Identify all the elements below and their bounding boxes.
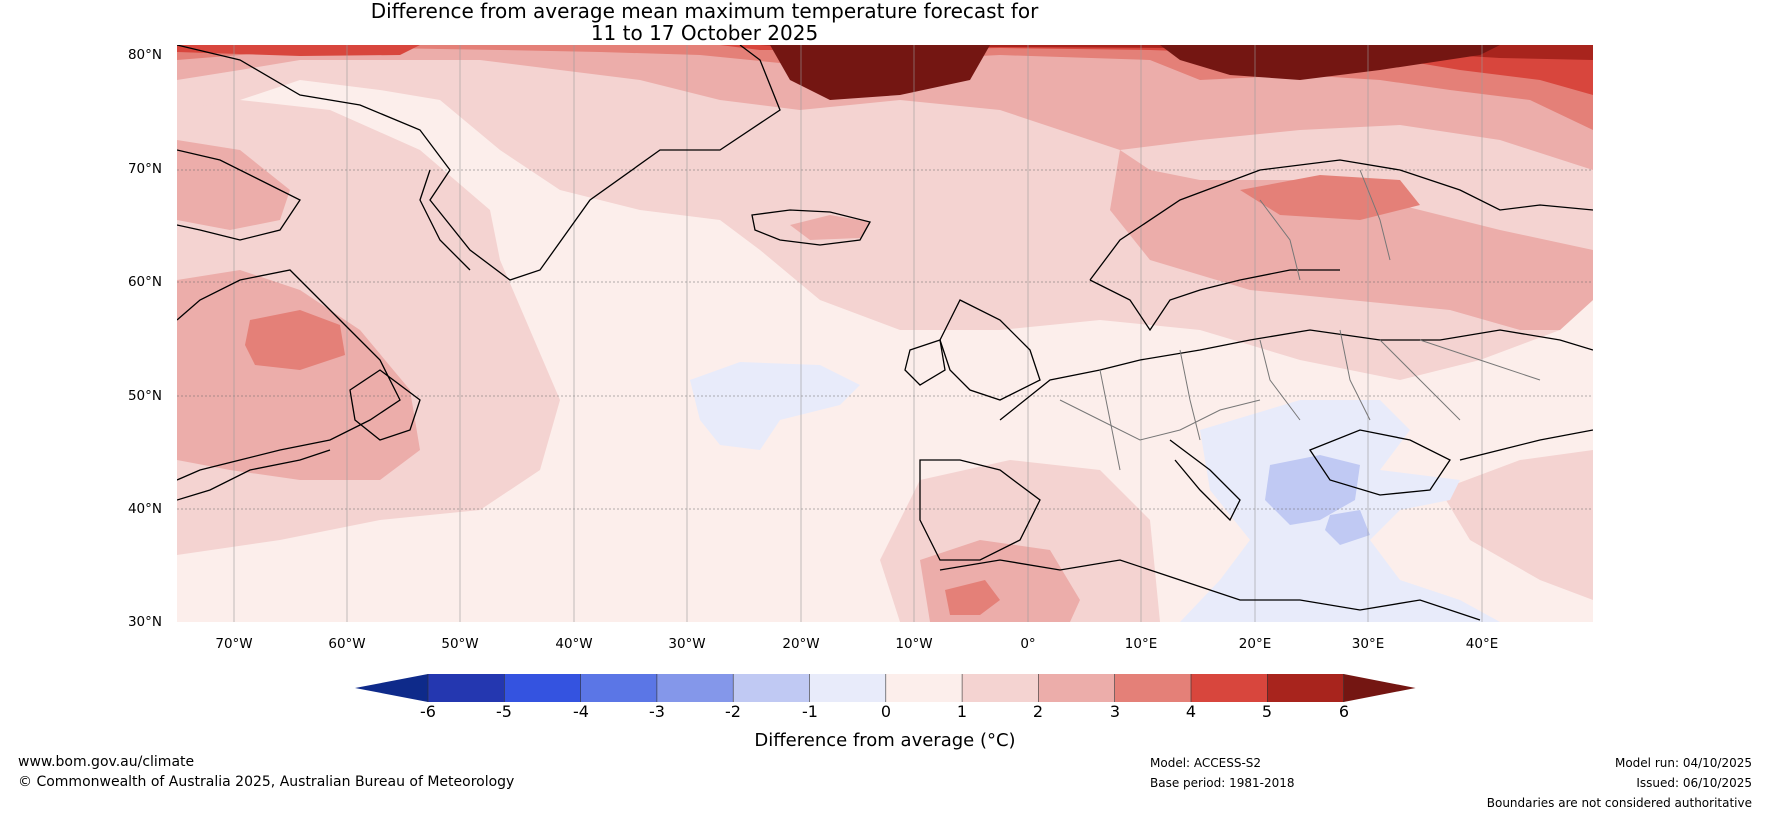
- colorbar-label-minus-4: -4: [573, 702, 589, 721]
- coast-mediterranean-south: [939, 559, 1481, 621]
- coast-greenland-west: [419, 169, 471, 271]
- colorbar-label-5: 5: [1261, 702, 1273, 721]
- coast-iberia: [919, 459, 1041, 561]
- colorbar-label-3: 3: [1109, 702, 1121, 721]
- anomaly-band-3-4-africa: [945, 580, 1000, 615]
- coast-north-america-south: [177, 449, 331, 501]
- coast-british-isles: [939, 299, 1041, 401]
- coast-east: [1459, 429, 1593, 461]
- lat-label-40n: 40°N: [127, 501, 162, 517]
- colorbar-extend-low: [355, 674, 428, 702]
- footer-issued: Issued: 06/10/2025: [1636, 776, 1752, 790]
- map-title-line-2: 11 to 17 October 2025: [590, 21, 819, 45]
- lat-label-60n: 60°N: [127, 274, 162, 290]
- anomaly-band-2-3-iceland: [790, 215, 870, 240]
- coast-iceland: [751, 209, 871, 246]
- colorbar-segment: [504, 674, 582, 702]
- lon-label-20w: 20°W: [782, 636, 820, 652]
- colorbar-label-minus-6: -6: [420, 702, 436, 721]
- footer-copyright: © Commonwealth of Australia 2025, Austra…: [18, 774, 515, 790]
- lon-label-20e: 20°E: [1238, 636, 1272, 652]
- anomaly-band-minus-1-minus-2: [1265, 455, 1370, 545]
- lat-label-50n: 50°N: [127, 388, 162, 404]
- colorbar-label-4: 4: [1185, 702, 1197, 721]
- lon-label-50w: 50°W: [441, 636, 479, 652]
- map-title-line-1: Difference from average mean maximum tem…: [370, 0, 1039, 23]
- colorbar-segment: [580, 674, 658, 702]
- colorbar-segment: [1114, 674, 1192, 702]
- coast-europe: [999, 329, 1593, 421]
- anomaly-band-2-3-northwest: [177, 140, 290, 230]
- coast-greenland: [177, 45, 781, 281]
- coast-newfoundland: [349, 369, 421, 441]
- coastlines: [177, 45, 1593, 621]
- colorbar-segment: [428, 674, 505, 702]
- coast-scandinavia: [1089, 159, 1593, 281]
- coast-baffin: [177, 149, 301, 241]
- colorbar-label-2: 2: [1032, 702, 1044, 721]
- lon-label-10e: 10°E: [1124, 636, 1158, 652]
- colorbar-segment: [1191, 674, 1268, 702]
- lat-label-70n: 70°N: [127, 161, 162, 177]
- lon-label-60w: 60°W: [328, 636, 366, 652]
- footer-model: Model: ACCESS-S2: [1150, 756, 1262, 770]
- colorbar-label-1: 1: [956, 702, 968, 721]
- country-borders: [1059, 169, 1541, 471]
- footer-website: www.bom.gov.au/climate: [18, 754, 195, 770]
- colorbar-segment: [885, 674, 963, 702]
- anomaly-band-2-3-labrador: [177, 270, 420, 480]
- footer-model-run: Model run: 04/10/2025: [1614, 756, 1752, 770]
- lon-label-0: 0°: [1020, 636, 1036, 652]
- coast-black-sea: [1309, 429, 1451, 496]
- anomaly-band-3-4-labrador: [245, 310, 345, 370]
- coast-ireland: [904, 339, 946, 386]
- anomaly-band-2-3-north: [177, 45, 1593, 330]
- coast-italy: [1169, 439, 1241, 522]
- lon-label-40w: 40°W: [555, 636, 593, 652]
- lat-label-80n: 80°N: [127, 47, 162, 63]
- anomaly-band-above-6: [770, 45, 1500, 100]
- colorbar-segment: [733, 674, 810, 702]
- footer-disclaimer: Boundaries are not considered authoritat…: [1486, 796, 1752, 810]
- colorbar-segment: [809, 674, 887, 702]
- colorbar-extend-high: [1343, 674, 1416, 702]
- lon-label-30w: 30°W: [668, 636, 706, 652]
- footer-base-period: Base period: 1981-2018: [1150, 776, 1295, 790]
- colorbar-segment: [962, 674, 1039, 702]
- anomaly-band-0-minus-1-balkans: [1180, 400, 1500, 622]
- lon-label-70w: 70°W: [215, 636, 253, 652]
- colorbar-axis-label: Difference from average (°C): [754, 730, 1016, 751]
- colorbar-label-minus-1: -1: [802, 702, 818, 721]
- lat-label-30n: 30°N: [127, 614, 162, 630]
- lon-label-40e: 40°E: [1465, 636, 1499, 652]
- colorbar-label-6: 6: [1338, 702, 1350, 721]
- colorbar-segment: [1267, 674, 1345, 702]
- colorbar: [355, 674, 1416, 702]
- meridians: [233, 45, 1483, 622]
- coast-labrador: [177, 269, 401, 481]
- colorbar-label-minus-2: -2: [725, 702, 741, 721]
- graticule: [177, 169, 1593, 510]
- map-plot-area: [177, 45, 1593, 622]
- coast-scandinavia-south: [1089, 269, 1340, 332]
- anomaly-band-1-2-southeast: [1440, 450, 1593, 600]
- colorbar-label-minus-5: -5: [496, 702, 512, 721]
- colorbar-segment: [1038, 674, 1116, 702]
- colorbar-label-0: 0: [880, 702, 892, 721]
- lon-label-30e: 30°E: [1351, 636, 1385, 652]
- lon-label-10w: 10°W: [895, 636, 933, 652]
- colorbar-segment: [656, 674, 734, 702]
- colorbar-label-minus-3: -3: [649, 702, 665, 721]
- anomaly-band-0-minus-1-atlantic: [690, 362, 860, 450]
